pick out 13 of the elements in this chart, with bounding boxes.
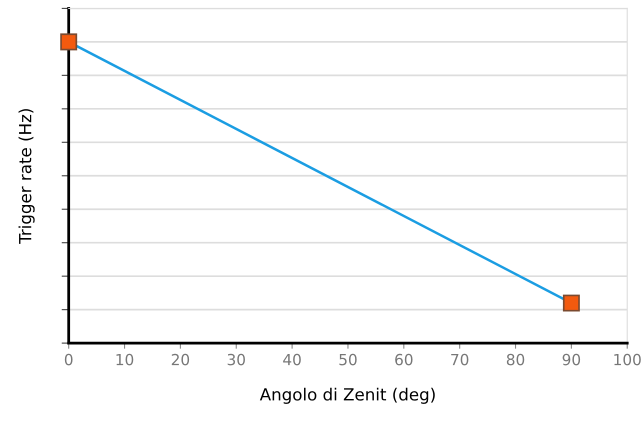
x-axis-title: Angolo di Zenit (deg) (260, 388, 435, 404)
x-tick-label: 60 (395, 354, 413, 366)
x-tick-label: 10 (116, 354, 134, 366)
x-tick-label: 100 (614, 354, 641, 366)
x-tick-label: 30 (228, 354, 245, 366)
x-tick-label: 80 (506, 354, 524, 366)
y-axis-title: Trigger rate (Hz) (18, 109, 35, 244)
x-tick-label: 70 (451, 354, 468, 366)
x-tick-label: 0 (64, 354, 73, 366)
x-tick-label: 50 (339, 354, 357, 366)
x-tick-label: 40 (283, 354, 301, 366)
x-tick-label: 20 (172, 354, 190, 366)
x-tick-label: 90 (562, 354, 580, 366)
